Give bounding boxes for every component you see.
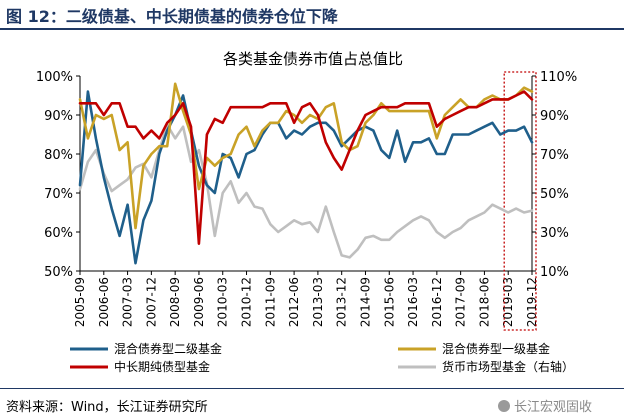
x-tick-label: 2016-12 xyxy=(430,277,444,327)
x-tick-label: 2008-09 xyxy=(168,277,182,327)
series-line-secondary-bond xyxy=(78,90,534,265)
y-right-tick-label: 110% xyxy=(540,70,577,85)
y-left-tick-label: 70% xyxy=(44,187,73,202)
x-tick-label: 2013-12 xyxy=(335,277,349,327)
y-left-tick-label: 100% xyxy=(36,70,73,85)
x-tick-label: 2010-03 xyxy=(216,277,230,327)
watermark: 长江宏观固收 xyxy=(498,396,592,415)
x-tick-label: 2013-03 xyxy=(311,277,325,327)
x-tick-label: 2018-06 xyxy=(477,277,491,327)
legend-label: 混合债券型二级基金 xyxy=(114,341,222,356)
series-line-primary-bond xyxy=(78,82,534,230)
footer-rule xyxy=(0,388,624,389)
y-right-tick-label: 70% xyxy=(540,148,569,163)
title-rule xyxy=(0,28,624,30)
y-left-tick-label: 80% xyxy=(44,148,73,163)
series-line-money-market xyxy=(78,123,534,259)
x-tick-label: 2012-06 xyxy=(287,277,301,327)
x-tick-label: 2015-06 xyxy=(382,277,396,327)
x-tick-label: 2009-06 xyxy=(192,277,206,327)
y-right-tick-label: 50% xyxy=(540,187,569,202)
x-tick-label: 2005-09 xyxy=(73,277,87,327)
x-tick-label: 2019-12 xyxy=(525,277,539,327)
y-left-tick-label: 90% xyxy=(44,109,73,124)
x-tick-label: 2011-09 xyxy=(263,277,277,327)
x-tick-label: 2010-12 xyxy=(240,277,254,327)
legend-label: 中长期纯债型基金 xyxy=(114,359,210,374)
y-right-tick-label: 10% xyxy=(540,265,569,280)
x-tick-label: 2017-09 xyxy=(454,277,468,327)
x-tick-label: 2019-03 xyxy=(501,277,515,327)
x-tick-label: 2006-06 xyxy=(97,277,111,327)
x-tick-label: 2016-03 xyxy=(406,277,420,327)
x-tick-label: 2007-03 xyxy=(121,277,135,327)
figure-title: 图 12：二级债基、中长期债基的债券仓位下降 xyxy=(6,7,338,26)
x-tick-label: 2007-12 xyxy=(144,277,158,327)
legend-label: 货币市场型基金（右轴） xyxy=(442,359,574,374)
line-chart: 各类基金债券市值占总值比 50%60%70%80%90%100%10%30%50… xyxy=(36,50,577,374)
watermark-text: 长江宏观固收 xyxy=(514,400,593,415)
series-layer xyxy=(78,82,534,265)
y-right-tick-label: 30% xyxy=(540,226,569,241)
highlight-box xyxy=(503,71,537,331)
x-tick-label: 2014-09 xyxy=(358,277,372,327)
y-left-tick-label: 50% xyxy=(44,265,73,280)
y-right-tick-label: 90% xyxy=(540,109,569,124)
wechat-icon xyxy=(498,400,510,412)
axes: 50% 60% 70% 80% 90% 100% 10% 30% 50% 70% 90% 110% 20… xyxy=(36,70,577,331)
legend-label: 混合债券型一级基金 xyxy=(442,341,550,356)
series-line-mid-long-bond xyxy=(78,90,534,245)
y-left-tick-label: 60% xyxy=(44,226,73,241)
source-note: 资料来源：Wind，长江证券研究所 xyxy=(6,400,208,415)
chart-title: 各类基金债券市值占总值比 xyxy=(223,50,403,68)
